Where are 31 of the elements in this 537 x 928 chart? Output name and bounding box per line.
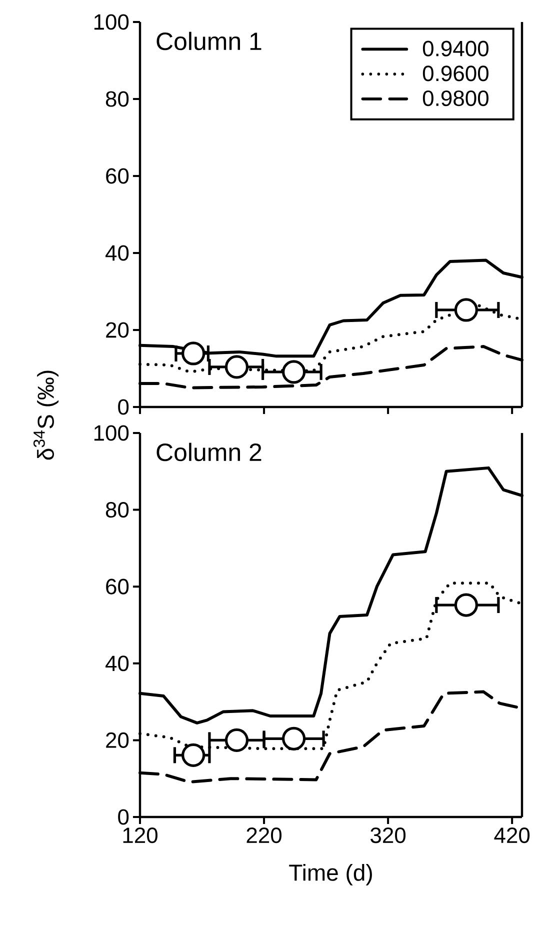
point [454,593,478,617]
y-tick-label: 100 [94,425,129,441]
y-tick-label: 40 [105,656,129,672]
y-tick-label: 80 [106,502,129,518]
y-tick-label: 60 [106,578,129,594]
point [282,360,306,384]
x-axis-title: Time (d) [289,864,372,886]
x-tick-label: 220 [246,828,282,844]
y-axis-title: δ$^{34}$S (‰) [33,370,59,460]
y-tick-label: 100 [94,14,129,30]
y-tick-label: 0 [118,399,129,415]
point [182,743,206,767]
point [182,342,206,366]
y-tick-label: 40 [105,245,129,261]
point [224,355,249,379]
legend-label: 0.9800 [422,90,488,106]
x-tick-label: 420 [494,828,530,844]
x-tick-label: 120 [123,828,158,844]
chart-title: Column 2 [156,442,262,462]
y-tick-label: 0 [118,809,129,825]
point [454,298,478,322]
y-tick-label: 60 [106,168,129,184]
y-tick-label: 20 [106,732,129,748]
legend-label: 0.9400 [422,40,488,56]
legend-label: 0.9600 [422,66,488,82]
x-tick-label: 320 [370,828,406,844]
y-tick-label: 20 [106,322,129,338]
y-tick-label: 80 [106,91,129,107]
chart-title: Column 1 [156,32,262,50]
point [282,726,306,750]
point [224,728,249,752]
